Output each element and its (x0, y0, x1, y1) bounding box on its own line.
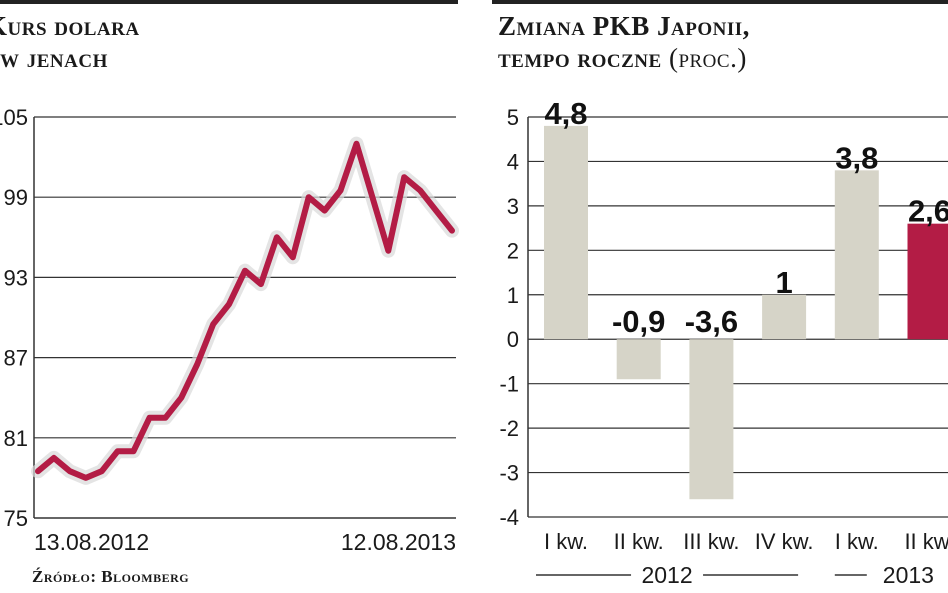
gdp-y-tick-label: -4 (499, 505, 519, 530)
fx-data-point (194, 361, 200, 367)
fx-title-line2: w jenach (0, 43, 108, 73)
fx-data-point (35, 468, 41, 474)
gdp-category-label: II kw. (614, 529, 664, 554)
fx-data-point (385, 248, 391, 254)
gdp-title-unit: (proc.) (668, 43, 747, 73)
fx-data-point (242, 268, 248, 274)
fx-title-line1: Kurs dolara (0, 11, 140, 41)
gdp-y-tick-label: -1 (499, 372, 519, 397)
gdp-category-label: IV kw. (755, 529, 814, 554)
fx-data-point (178, 395, 184, 401)
gdp-bar (616, 339, 661, 380)
fx-y-tick-label: 81 (4, 426, 28, 451)
gdp-y-tick-label: 2 (507, 238, 519, 263)
fx-source: Źródło: Bloomberg (32, 567, 190, 586)
fx-data-point (417, 188, 423, 194)
fx-x-label-end: 12.08.2013 (341, 529, 456, 555)
gdp-bar (689, 339, 734, 500)
fx-data-point (290, 254, 296, 260)
gdp-value-label: 1 (775, 265, 792, 300)
gdp-bar (544, 125, 588, 340)
gdp-category-label: I kw. (544, 529, 588, 554)
gdp-value-label: -3,6 (685, 304, 738, 339)
gdp-category-label: II kw. (904, 529, 948, 554)
fx-line-chart: 75 81 87 93 99 105 13.08.2012 12.08.2013 (0, 105, 459, 555)
fx-data-point (115, 448, 121, 454)
fx-y-tick-label: 93 (4, 265, 28, 290)
gdp-category-label: III kw. (683, 529, 739, 554)
gdp-y-tick-label: 3 (507, 194, 519, 219)
gdp-bar-chart: -4 -3 -2 -1 0 1 2 3 4 5 4,8 I kw. -0,9 II kw. -3,6 III … (499, 96, 948, 588)
fx-data-point (306, 194, 312, 200)
gdp-y-tick-label: -2 (499, 416, 519, 441)
fx-x-label-start: 13.08.2012 (34, 529, 149, 555)
fx-data-point (338, 188, 344, 194)
fx-y-tick-label: 87 (4, 346, 28, 371)
fx-line-shadow (31, 136, 459, 485)
fx-data-point (226, 301, 232, 307)
fx-data-point (210, 321, 216, 327)
fx-data-point (83, 475, 89, 481)
fx-data-point (449, 228, 455, 234)
gdp-bar (834, 170, 879, 340)
fx-data-point (99, 468, 105, 474)
fx-data-point (67, 468, 73, 474)
fx-y-tick-label: 99 (4, 185, 28, 210)
gdp-y-tick-label: 0 (507, 327, 519, 352)
fx-data-point (131, 448, 137, 454)
fx-data-point (146, 415, 152, 421)
fx-data-point (401, 174, 407, 180)
fx-data-point (369, 194, 375, 200)
fx-data-point (162, 415, 168, 421)
gdp-value-label: 2,6 (908, 194, 948, 229)
fx-data-point (353, 141, 359, 147)
gdp-chart-title: Zmiana PKB Japonii, tempo roczne (proc.) (498, 10, 750, 74)
top-rule-left (0, 0, 458, 4)
gdp-bar (907, 223, 948, 340)
fx-data-point (322, 208, 328, 214)
gdp-y-tick-label: -3 (499, 461, 519, 486)
fx-chart-title: Kurs dolara w jenach (0, 10, 140, 74)
gdp-value-label: -0,9 (612, 304, 665, 339)
gdp-y-tick-label: 1 (507, 283, 519, 308)
gdp-year-label: 2012 (641, 562, 692, 588)
gdp-bar (762, 294, 807, 340)
fx-data-point (51, 455, 57, 461)
gdp-category-label: I kw. (835, 529, 879, 554)
fx-data-point (258, 281, 264, 287)
gdp-value-label: 4,8 (544, 96, 587, 131)
fx-data-point (274, 234, 280, 240)
gdp-title-line2: tempo roczne (498, 43, 662, 73)
fx-y-tick-label: 75 (4, 506, 28, 531)
top-rule-right (492, 0, 948, 4)
gdp-title-line1: Zmiana PKB Japonii, (498, 11, 750, 41)
gdp-y-tick-label: 5 (507, 105, 519, 130)
fx-usd-jpy-line (35, 140, 455, 481)
gdp-y-tick-label: 4 (507, 149, 519, 174)
gdp-year-label: 2013 (883, 562, 934, 588)
fx-data-point (433, 208, 439, 214)
fx-y-tick-label: 105 (0, 105, 28, 130)
gdp-value-label: 3,8 (835, 140, 878, 175)
